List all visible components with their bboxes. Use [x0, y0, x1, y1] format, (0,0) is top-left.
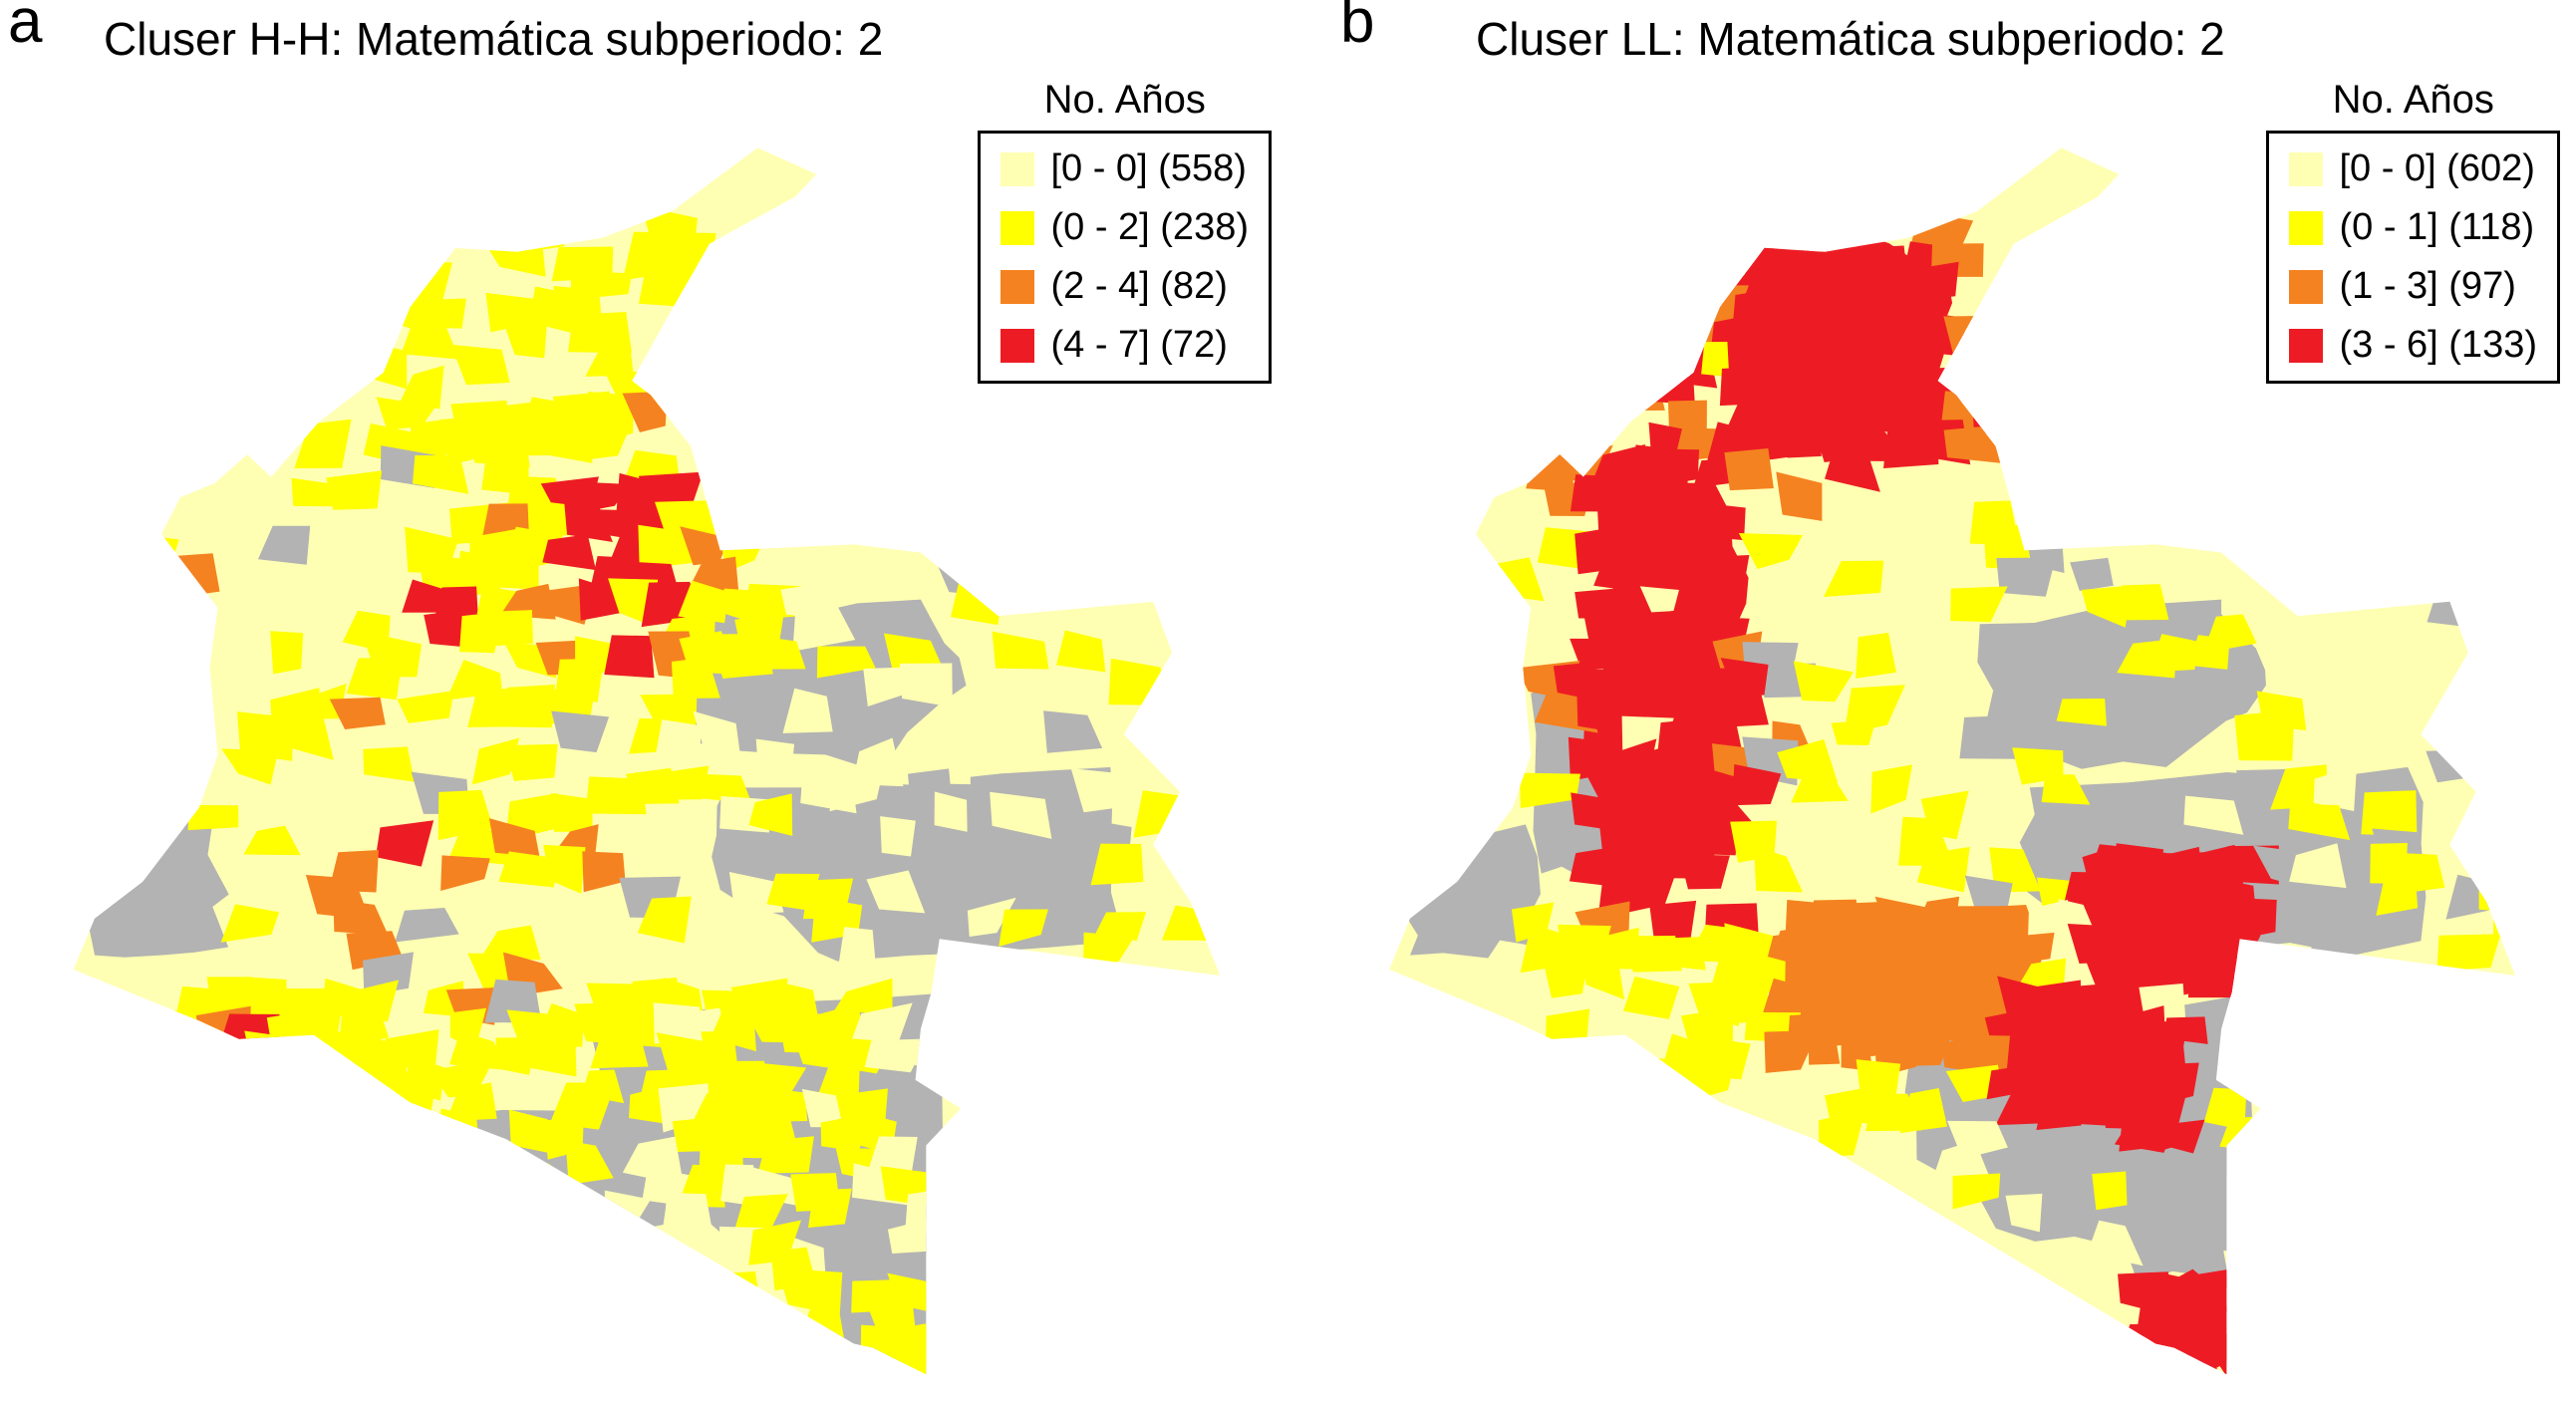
legend-row: (0 - 2] (238): [1001, 206, 1249, 249]
legend-row: (3 - 6] (133): [2289, 324, 2537, 367]
legend-label-bin2: (0 - 1] (118): [2339, 206, 2535, 248]
legend-row: (4 - 7] (72): [1001, 324, 1249, 367]
panel-a: a Cluser H-H: Matemática subperiodo: 2 N…: [8, 0, 1272, 1375]
legend-row: (0 - 1] (118): [2289, 206, 2537, 249]
panel-a-title: Cluser H-H: Matemática subperiodo: 2: [104, 13, 884, 65]
legend-label-bin3: (1 - 3] (97): [2339, 265, 2516, 307]
legend-label-bin4: (4 - 7] (72): [1050, 324, 1228, 366]
panel-a-label: a: [8, 0, 43, 56]
legend-row: (1 - 3] (97): [2289, 265, 2537, 308]
panel-b-title: Cluser LL: Matemática subperiodo: 2: [1476, 13, 2225, 65]
legend-b-title: No. Años: [2332, 78, 2494, 122]
legend-label-bin4: (3 - 6] (133): [2339, 324, 2537, 366]
colombia-choropleth-map-a: [73, 147, 1221, 1375]
legend-a-box: [0 - 0] (558) (0 - 2] (238) (2 - 4] (82)…: [978, 131, 1272, 384]
legend-b-box: [0 - 0] (602) (0 - 1] (118) (1 - 3] (97)…: [2266, 131, 2560, 384]
legend-row: [0 - 0] (558): [1001, 147, 1249, 190]
legend-row: [0 - 0] (602): [2289, 147, 2537, 190]
legend-swatch-bin1: [2289, 151, 2324, 186]
panel-b-label: b: [1340, 0, 1375, 56]
legend-label-bin1: [0 - 0] (558): [1050, 147, 1247, 189]
legend-swatch-bin3: [1001, 269, 1035, 304]
legend-swatch-bin2: [2289, 210, 2324, 245]
panel-b: b Cluser LL: Matemática subperiodo: 2 No…: [1288, 0, 2576, 1407]
legend-a: No. Años [0 - 0] (558) (0 - 2] (238) (2 …: [978, 78, 1272, 384]
legend-label-bin2: (0 - 2] (238): [1050, 206, 1249, 248]
legend-label-bin1: [0 - 0] (602): [2339, 147, 2535, 189]
colombia-choropleth-map-b: [1388, 147, 2516, 1375]
legend-a-title: No. Años: [1043, 78, 1206, 122]
legend-swatch-bin4: [2289, 328, 2324, 363]
legend-row: (2 - 4] (82): [1001, 265, 1249, 308]
legend-swatch-bin4: [1001, 328, 1035, 363]
legend-swatch-bin3: [2289, 269, 2324, 304]
legend-label-bin3: (2 - 4] (82): [1050, 265, 1228, 307]
legend-swatch-bin1: [1001, 151, 1035, 186]
legend-b: No. Años [0 - 0] (602) (0 - 1] (118) (1 …: [2266, 78, 2560, 384]
legend-swatch-bin2: [1001, 210, 1035, 245]
